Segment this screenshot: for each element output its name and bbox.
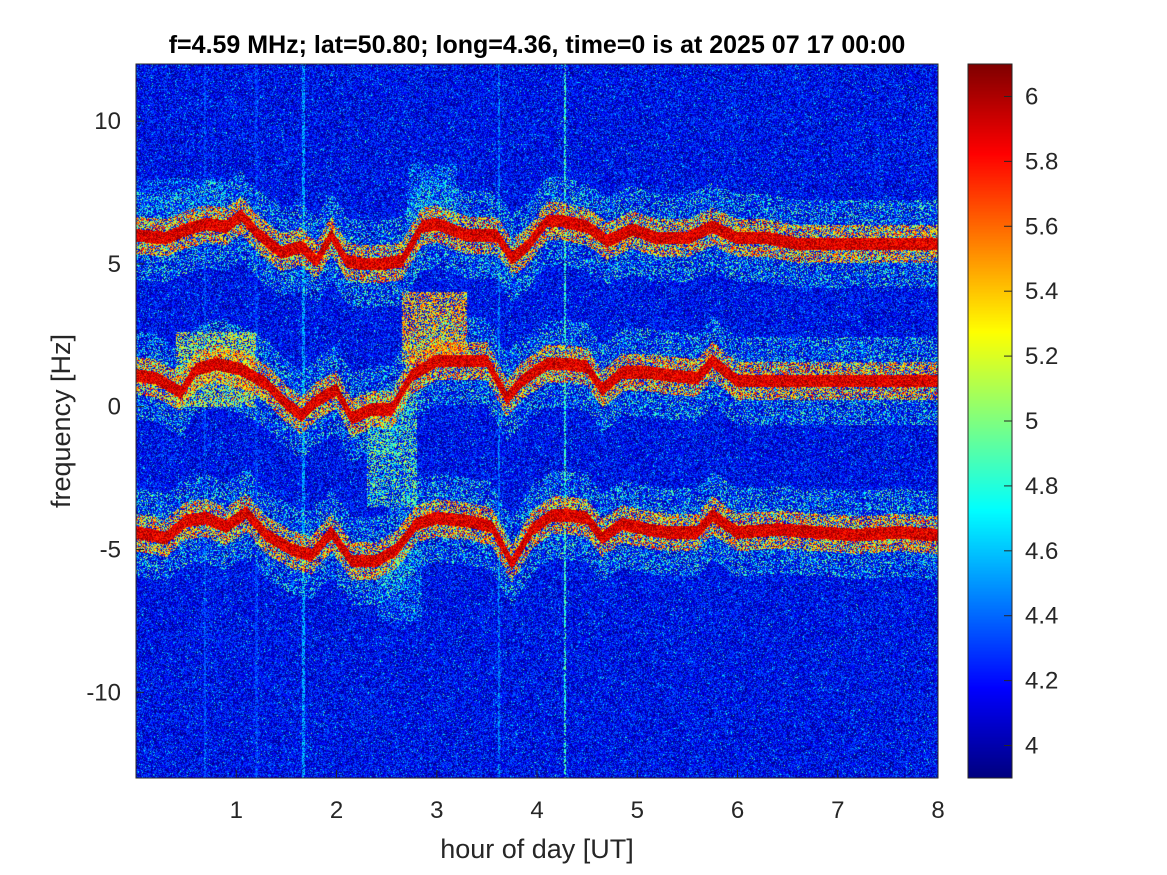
x-tick-label: 7 [831,797,844,824]
colorbar-ticks: 4 4.2 4.4 4.6 4.8 5 5.2 5.4 5.6 5.8 6 [1004,83,1058,760]
spectrogram-image [136,64,938,778]
y-axis-ticks: -10 -5 0 5 10 [86,108,144,706]
y-tick-label: 10 [94,108,121,135]
plot-area-frame [135,63,939,779]
colorbar-tick-label: 5.6 [1025,213,1058,240]
x-tick-label: 2 [330,797,343,824]
colorbar-tick-label: 5.8 [1025,148,1058,175]
chart-title: f=4.59 MHz; lat=50.80; long=4.36, time=0… [169,31,906,59]
colorbar-tick-label: 4.4 [1025,603,1058,630]
x-tick-label: 1 [230,797,243,824]
colorbar-tick-label: 4 [1025,733,1038,760]
x-tick-label: 4 [530,797,543,824]
colorbar-tick-label: 5.4 [1025,278,1058,305]
x-axis-label: hour of day [UT] [440,834,634,864]
colorbar-tick-label: 6 [1025,83,1038,110]
colorbar-tick-label: 5 [1025,408,1038,435]
x-tick-label: 3 [430,797,443,824]
colorbar-tick-label: 4.6 [1025,538,1058,565]
x-tick-label: 8 [931,797,944,824]
colorbar-tick-label: 5.2 [1025,343,1058,370]
y-tick-label: -5 [100,537,121,564]
x-axis-ticks: 1 2 3 4 5 6 7 8 [230,770,945,824]
y-tick-label: 0 [108,394,121,421]
y-tick-label: 5 [108,251,121,278]
x-tick-label: 5 [631,797,644,824]
x-tick-label: 6 [731,797,744,824]
colorbar-tick-label: 4.8 [1025,473,1058,500]
y-axis-label: frequency [Hz] [46,334,76,508]
y-tick-label: -10 [86,679,121,706]
colorbar-tick-label: 4.2 [1025,668,1058,695]
